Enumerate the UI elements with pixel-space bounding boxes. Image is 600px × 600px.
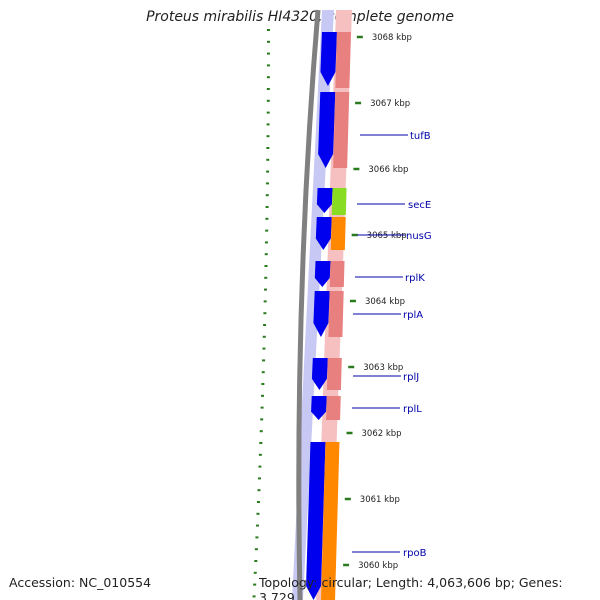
gene-label: rpoB xyxy=(403,548,427,559)
accession-text: Accession: NC_010554 xyxy=(9,575,152,590)
genome-title: Proteus mirabilis HI4320, complete genom… xyxy=(146,9,454,25)
cds-arrow xyxy=(313,291,330,337)
feature-block xyxy=(326,358,342,390)
gene-label: rplK xyxy=(405,273,425,284)
tick-label: 3068 kbp xyxy=(372,33,412,43)
feature-block xyxy=(333,92,350,168)
feature-block xyxy=(321,442,340,600)
tick-label: 3062 kbp xyxy=(362,429,402,439)
gene-label: rplL xyxy=(403,404,422,415)
feature-block xyxy=(329,261,345,287)
tick-label: 3064 kbp xyxy=(365,297,405,307)
tick-label: 3063 kbp xyxy=(363,363,403,373)
tick-label: 3065 kbp xyxy=(367,231,407,241)
gene-label: rplA xyxy=(403,310,423,321)
feature-block xyxy=(330,217,346,250)
cds-arrow xyxy=(320,32,337,86)
cds-arrow xyxy=(318,92,336,168)
gene-label: tufB xyxy=(410,131,431,142)
feature-block xyxy=(335,32,351,88)
cds-arrow xyxy=(315,217,332,250)
cds-arrow xyxy=(316,188,333,213)
genome-backbone xyxy=(296,9,321,600)
gene-label: rplJ xyxy=(403,372,419,383)
cds-arrow xyxy=(311,396,327,420)
cds-arrow xyxy=(314,261,331,287)
tick-label: 3066 kbp xyxy=(368,165,408,175)
cds-arrow xyxy=(306,442,326,600)
gene-label: secE xyxy=(408,200,431,211)
feature-block xyxy=(326,396,341,420)
tick-label: 3061 kbp xyxy=(360,495,400,505)
cds-arrow xyxy=(311,358,328,390)
feature-block xyxy=(331,188,347,215)
topology-text: Topology: circular; Length: 4,063,606 bp… xyxy=(259,575,563,600)
gene-label: nusG xyxy=(406,231,432,242)
tick-label: 3067 kbp xyxy=(370,99,410,109)
tick-label: 3060 kbp xyxy=(358,561,398,571)
feature-block xyxy=(328,291,344,337)
